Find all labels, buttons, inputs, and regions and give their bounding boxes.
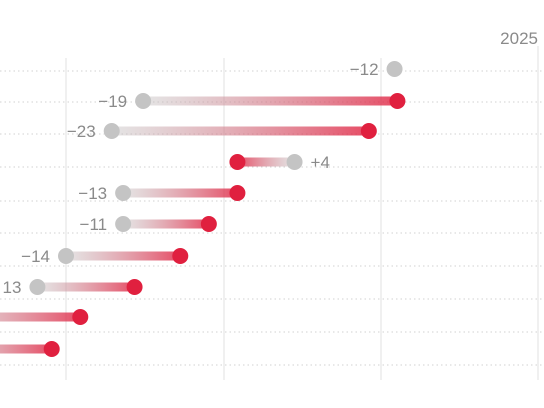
change-label: 13 — [3, 278, 22, 297]
start-point — [115, 185, 132, 201]
end-point — [43, 341, 60, 357]
start-point — [386, 61, 403, 77]
end-point — [200, 216, 217, 232]
end-point — [360, 123, 377, 139]
end-point — [229, 154, 246, 170]
dumbbell-bars — [0, 96, 398, 354]
start-point — [103, 123, 120, 139]
change-label: +4 — [311, 153, 330, 172]
horizontal-gridlines — [0, 70, 544, 366]
reference-label: 2025 — [500, 29, 538, 48]
dumbbell-points — [29, 61, 406, 357]
change-labels: −12 −19−23 +4 −13 −11 −14 13 — [3, 60, 379, 297]
start-point — [135, 93, 152, 109]
change-label: −19 — [98, 92, 127, 111]
end-point — [389, 93, 406, 109]
start-point — [115, 216, 132, 232]
change-label: −14 — [21, 247, 50, 266]
change-label: −12 — [350, 60, 379, 79]
change-label: −13 — [78, 184, 107, 203]
start-point — [29, 279, 46, 295]
start-point — [286, 154, 303, 170]
start-point — [58, 248, 74, 264]
change-label: −23 — [67, 122, 96, 141]
end-point — [126, 279, 143, 295]
reference-labels: 2025 — [500, 29, 539, 58]
vertical-gridlines — [65, 58, 539, 380]
end-point — [72, 309, 89, 325]
end-point — [172, 248, 189, 264]
end-point — [229, 185, 246, 201]
change-label: −11 — [80, 215, 108, 234]
